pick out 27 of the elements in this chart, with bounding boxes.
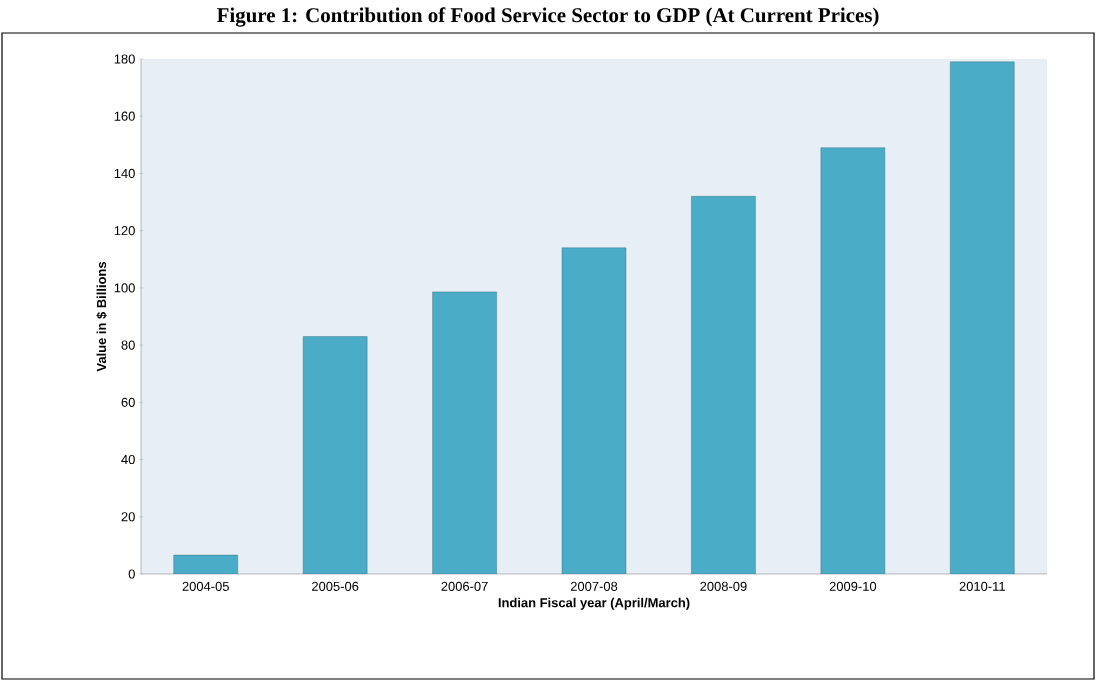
bar: [561, 247, 627, 574]
bar: [950, 61, 1015, 574]
bar: [302, 336, 368, 574]
y-tick-label: 20: [121, 512, 135, 522]
x-tick-label: 2007-08: [570, 581, 618, 591]
x-tick-label: 2005-06: [312, 581, 359, 591]
y-tick-label: 160: [114, 111, 135, 121]
y-tick-label: 80: [121, 340, 135, 350]
y-tick-label: 120: [114, 226, 135, 236]
bar: [173, 554, 238, 574]
y-tick-label: 140: [114, 168, 135, 179]
bar: [820, 147, 886, 574]
y-tick-label: 40: [121, 454, 135, 465]
y-tick-label: 100: [114, 283, 135, 293]
x-tick-label: 2010-11: [959, 581, 1005, 591]
y-tick-label: 60: [121, 397, 135, 407]
x-axis-title: Indian Fiscal year (April/March): [498, 597, 690, 610]
y-axis-title: Value in $ Billions: [96, 261, 107, 372]
x-tick-label: 2004-05: [182, 581, 229, 591]
chart-title: Figure 1: Contribution of Food Service Sector to GDP (At Current Prices): [216, 7, 879, 27]
x-tick-label: 2009-10: [829, 581, 877, 591]
y-tick-label: 180: [114, 54, 135, 64]
y-tick-label: 0: [128, 569, 135, 579]
x-tick-label: 2008-09: [700, 581, 747, 591]
bar: [691, 196, 756, 574]
x-tick-label: 2006-07: [441, 581, 488, 591]
bar: [432, 291, 497, 574]
